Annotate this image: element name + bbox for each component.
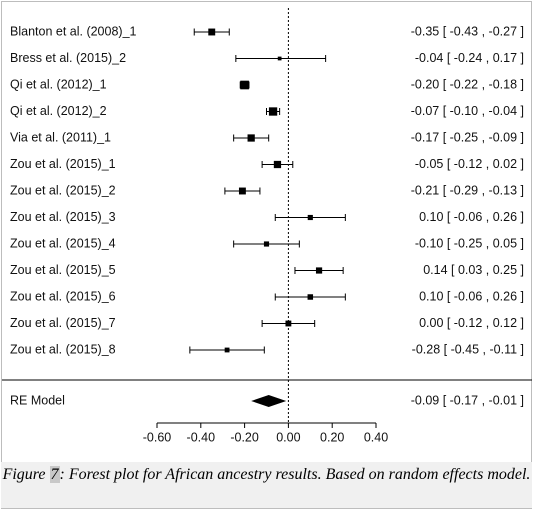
caption-prefix: Figure [2,466,50,483]
study-label: Zou et al. (2015)_4 [10,236,116,250]
study-label: Zou et al. (2015)_3 [10,210,116,224]
point-estimate [224,347,230,353]
point-estimate [247,134,255,142]
caption-text: : Forest plot for African ancestry resul… [59,466,531,483]
x-tick-label: -0.60 [143,430,172,444]
study-ci-text: -0.35 [ -0.43 , -0.27 ] [411,24,524,38]
forest-plot: Blanton et al. (2008)_1 -0.35 [ -0.43 , -… [2,8,532,444]
point-estimate [285,320,292,327]
x-tick-label: 0.40 [364,430,388,444]
summary-label: RE Model [10,393,65,407]
point-estimate [307,294,314,300]
study-label: Bress et al. (2015)_2 [10,51,126,65]
point-estimate [240,80,249,90]
study-label: Blanton et al. (2008)_1 [10,24,137,38]
study-label: Zou et al. (2015)_5 [10,263,116,277]
point-estimate [208,28,216,36]
study-ci-text: -0.07 [ -0.10 , -0.04 ] [411,104,524,118]
study-ci-text: -0.20 [ -0.22 , -0.18 ] [411,77,524,91]
point-estimate [315,267,323,274]
study-ci-text: -0.05 [ -0.12 , 0.02 ] [415,157,524,171]
figure-caption: Figure 7: Forest plot for African ancest… [1,462,532,508]
caption-figure-number: 7 [49,466,60,483]
study-ci-text: 0.14 [ 0.03 , 0.25 ] [423,263,524,277]
point-estimate [268,107,278,116]
study-ci-text: -0.10 [ -0.25 , 0.05 ] [415,236,524,250]
study-label: Via et al. (2011)_1 [10,130,111,144]
point-estimate [307,214,313,221]
point-estimate [277,56,282,61]
study-label: Zou et al. (2015)_1 [10,157,116,171]
point-estimate [273,160,282,169]
study-label: Zou et al. (2015)_7 [10,316,116,330]
x-tick-label: 0.20 [320,430,344,444]
study-label: Zou et al. (2015)_2 [10,183,116,197]
study-ci-text: 0.00 [ -0.12 , 0.12 ] [419,316,524,330]
study-ci-text: -0.17 [ -0.25 , -0.09 ] [411,130,524,144]
study-label: Zou et al. (2015)_6 [10,289,116,303]
study-ci-text: -0.04 [ -0.24 , 0.17 ] [415,51,524,65]
point-estimate [238,187,246,195]
point-estimate [263,241,270,247]
study-label: Zou et al. (2015)_8 [10,342,116,356]
study-ci-text: -0.28 [ -0.45 , -0.11 ] [412,342,524,356]
study-ci-text: 0.10 [ -0.06 , 0.26 ] [419,210,524,224]
summary-ci-text: -0.09 [ -0.17 , -0.01 ] [411,393,524,407]
study-ci-text: 0.10 [ -0.06 , 0.26 ] [419,289,524,303]
x-tick-label: -0.40 [187,430,216,444]
study-label: Qi et al. (2012)_2 [10,104,107,118]
study-label: Qi et al. (2012)_1 [10,77,107,91]
study-ci-text: -0.21 [ -0.29 , -0.13 ] [411,183,524,197]
x-tick-label: -0.20 [230,430,259,444]
summary-diamond [251,395,287,407]
x-tick-label: 0.00 [276,430,300,444]
